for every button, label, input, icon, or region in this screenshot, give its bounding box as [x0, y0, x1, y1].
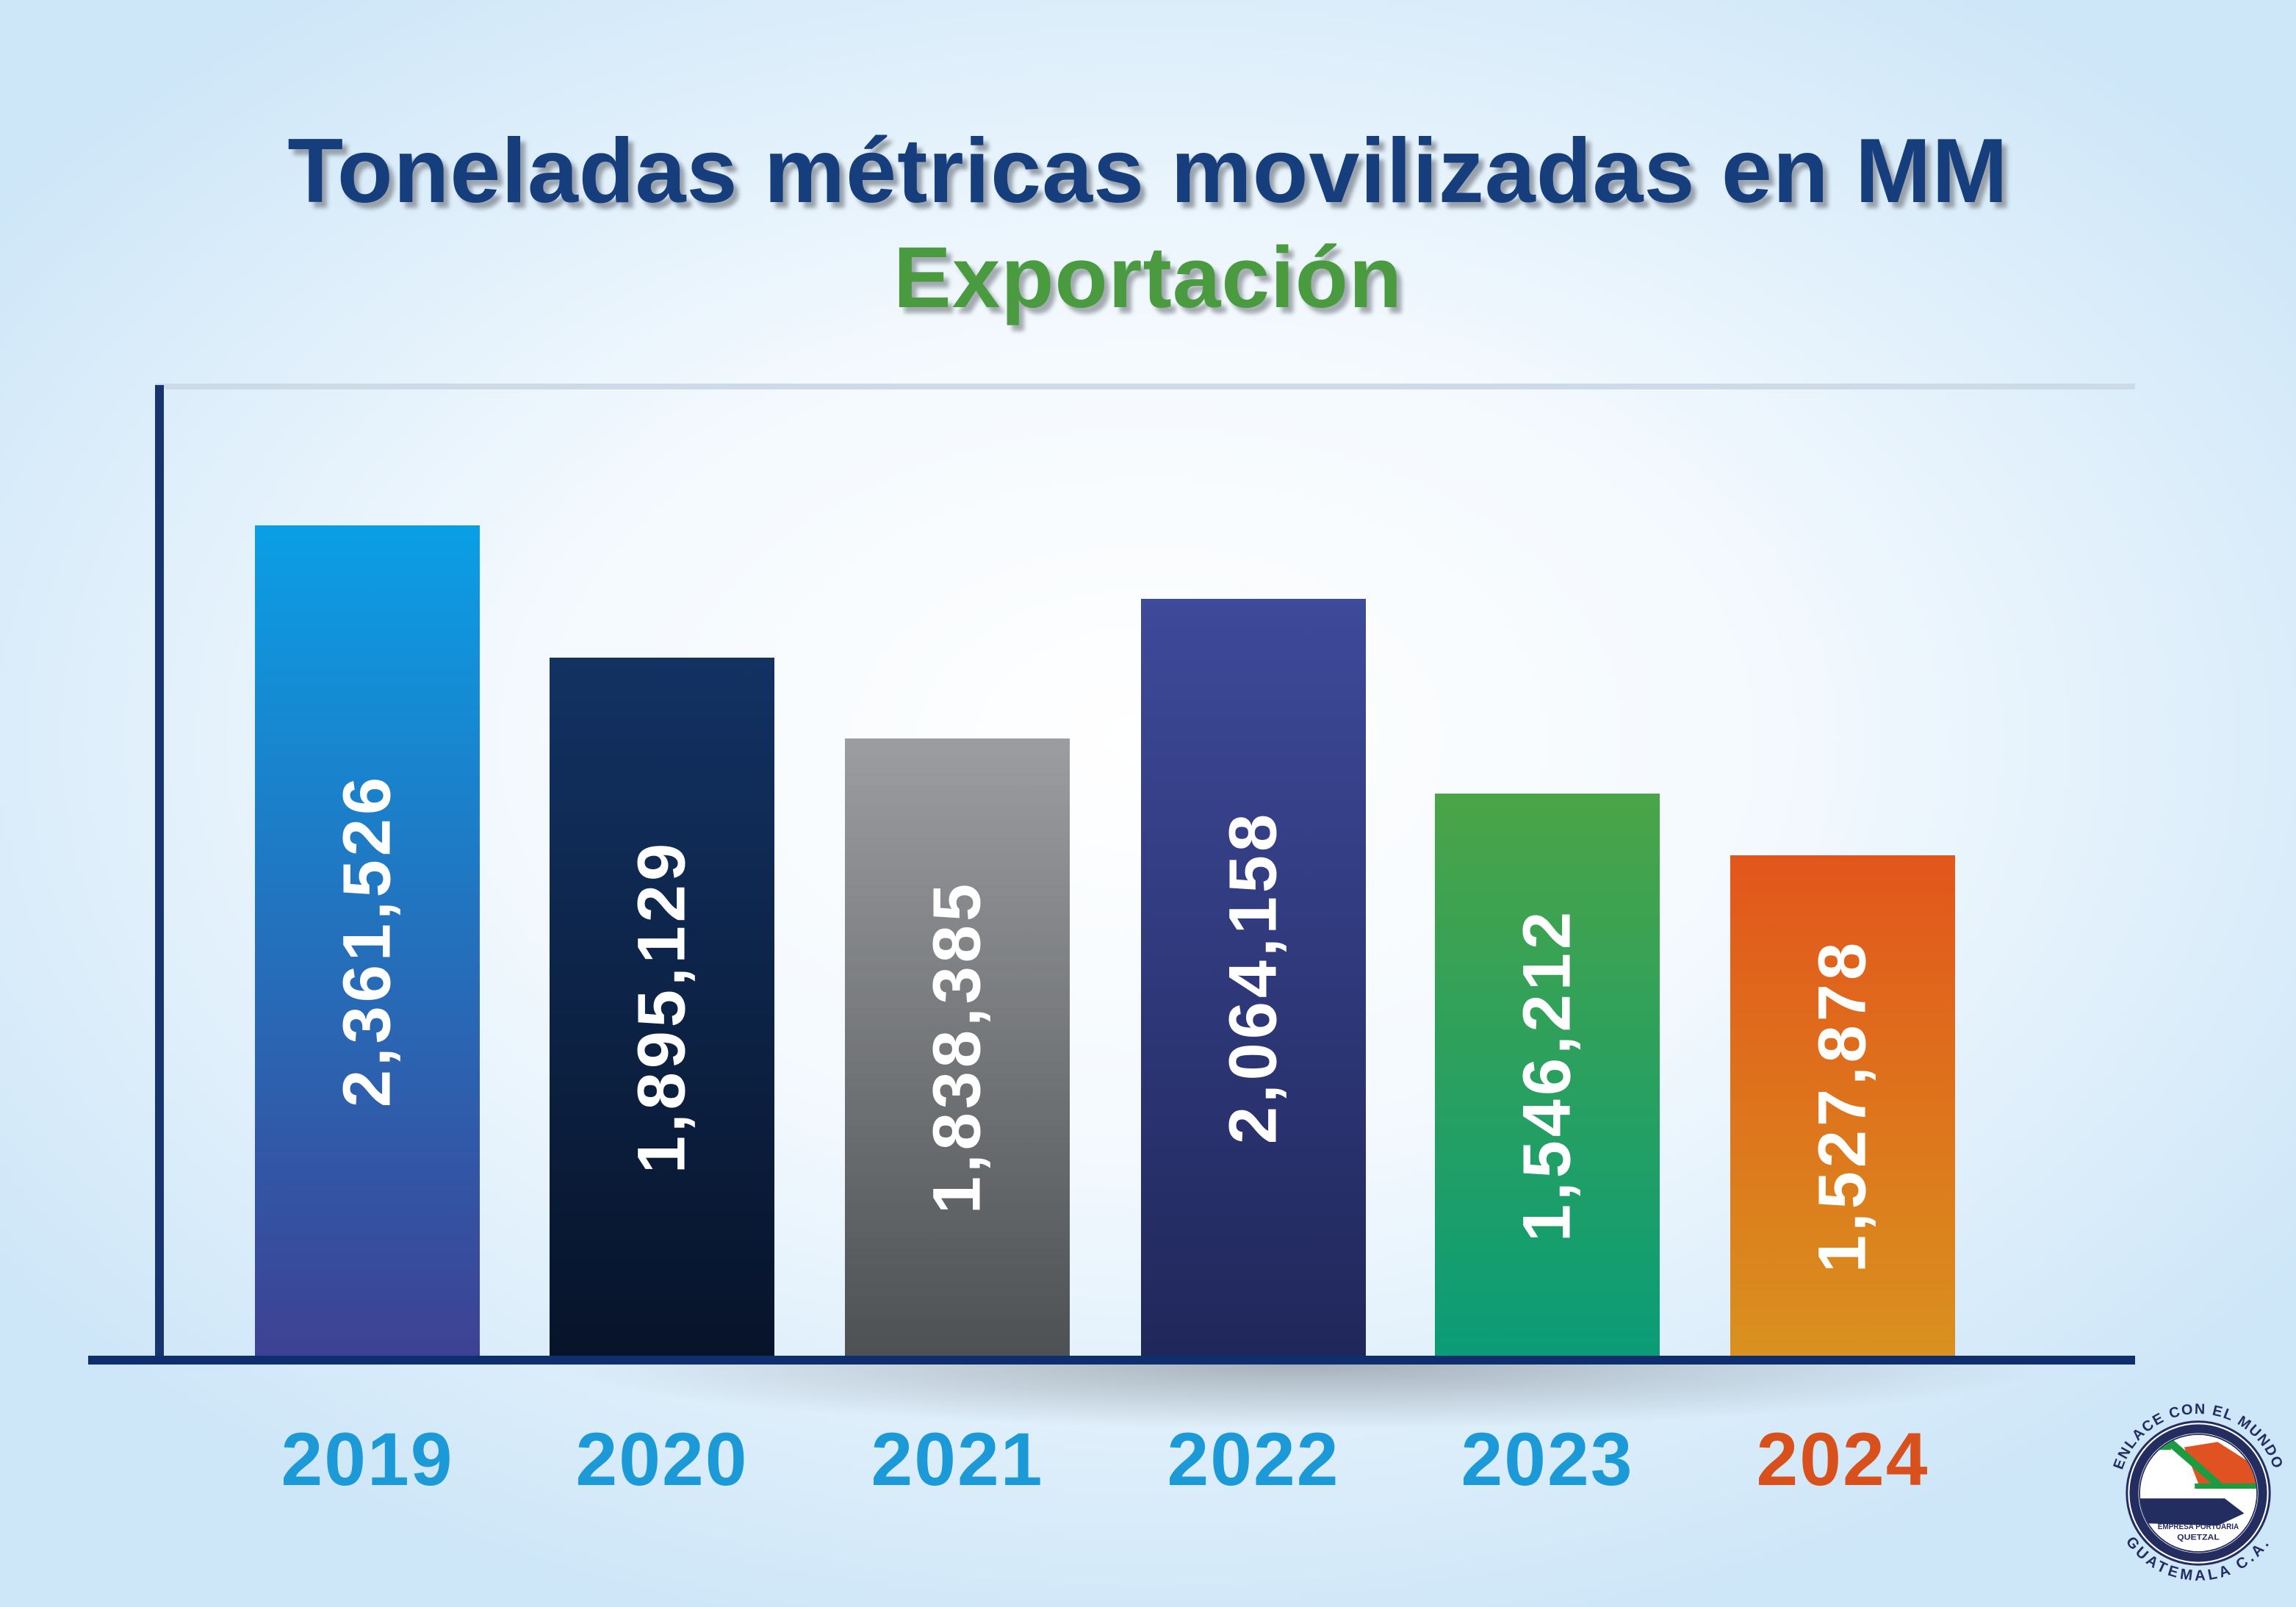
logo-green-deck-stripe-icon — [2195, 1483, 2257, 1489]
year-label-2021: 2021 — [871, 1417, 1044, 1501]
baseline-shadow — [404, 1365, 2138, 1447]
year-label-2019: 2019 — [281, 1417, 454, 1501]
logo-navy-hull-icon — [2140, 1498, 2245, 1526]
bar-2021: 1,838,385 — [845, 738, 1070, 1356]
logo-thin-outer-ring — [2126, 1420, 2271, 1566]
bar-value-2022: 2,064,158 — [1215, 810, 1291, 1145]
logo-center-line1: EMPRESA PORTUARIA — [2158, 1522, 2239, 1531]
bar-2020: 1,895,129 — [550, 658, 774, 1356]
logo-main-ring — [2129, 1424, 2267, 1562]
logo-orange-ship-icon — [2184, 1442, 2257, 1488]
logo-center-line2: QUETZAL — [2177, 1534, 2220, 1542]
page-title: Toneladas métricas movilizadas en MM — [287, 121, 2009, 222]
y-axis-line — [155, 385, 164, 1357]
bar-value-2024: 1,527,878 — [1804, 938, 1880, 1273]
bar-value-2023: 1,546,212 — [1509, 907, 1585, 1242]
bar-2019: 2,361,526 — [255, 525, 480, 1356]
bar-value-2021: 1,838,385 — [919, 880, 995, 1215]
bar-2022: 2,064,158 — [1141, 599, 1366, 1356]
bar-2024: 1,527,878 — [1730, 855, 1955, 1356]
title-block: Toneladas métricas movilizadas en MM Exp… — [0, 116, 2296, 330]
logo-white-band — [2140, 1489, 2257, 1499]
logo-inner-ring — [2139, 1434, 2258, 1553]
logo-green-crane-boom-icon — [2166, 1440, 2225, 1490]
empresa-portuaria-quetzal-logo: EMPRESA PORTUARIA QUETZAL ENLACE CON EL … — [2110, 1401, 2284, 1584]
year-label-2020: 2020 — [575, 1417, 749, 1501]
bar-value-2019: 2,361,526 — [329, 773, 405, 1108]
chart-top-rule — [155, 384, 2135, 389]
x-axis-baseline — [88, 1356, 2135, 1365]
year-label-2023: 2023 — [1461, 1417, 1634, 1501]
bar-value-2020: 1,895,129 — [624, 839, 699, 1174]
year-label-2022: 2022 — [1167, 1417, 1340, 1501]
year-label-2024: 2024 — [1756, 1417, 1929, 1501]
bar-2023: 1,546,212 — [1435, 794, 1660, 1356]
page-subtitle: Exportación — [893, 229, 1403, 327]
logo-quetzal-body-icon — [2159, 1442, 2171, 1450]
